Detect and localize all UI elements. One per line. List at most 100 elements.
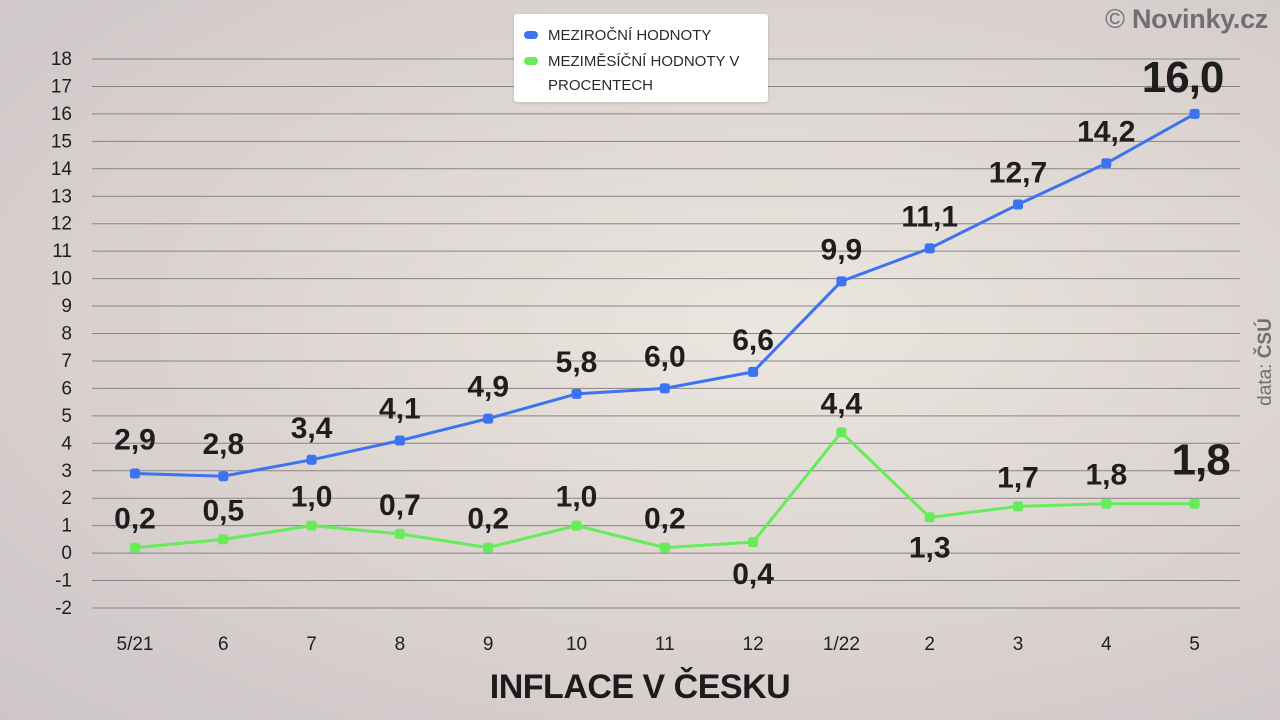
data-point <box>1189 498 1200 509</box>
data-point <box>748 537 759 548</box>
legend-item-mom: MEZIMĚSÍČNÍ HODNOTY V PROCENTECH <box>524 50 758 98</box>
y-tick-label: 8 <box>61 324 72 345</box>
data-point <box>571 520 582 531</box>
data-label: 0,2 <box>644 503 686 536</box>
data-label: 0,2 <box>114 503 156 536</box>
data-label: 6,6 <box>732 324 774 357</box>
y-tick-label: 7 <box>61 351 72 372</box>
data-point <box>571 388 582 399</box>
y-tick-label: 14 <box>51 159 73 180</box>
data-point <box>306 454 317 465</box>
legend-label-mom: MEZIMĚSÍČNÍ HODNOTY V PROCENTECH <box>548 53 740 94</box>
y-tick-label: 6 <box>61 378 72 399</box>
data-point <box>1189 108 1200 119</box>
x-tick-label: 7 <box>306 634 317 655</box>
copyright-symbol: © <box>1105 4 1125 34</box>
x-tick-label: 12 <box>743 634 764 655</box>
data-point <box>1101 498 1112 509</box>
y-tick-label: 13 <box>51 186 72 207</box>
data-label: 0,2 <box>467 503 509 536</box>
data-point <box>836 276 847 287</box>
source-prefix: data: <box>1255 363 1276 406</box>
y-tick-label: 1 <box>61 516 72 537</box>
x-tick-label: 9 <box>483 634 494 655</box>
copyright-brand: Novinky.cz <box>1131 4 1268 34</box>
data-point <box>836 427 847 438</box>
data-point <box>659 383 670 394</box>
data-point <box>748 366 759 377</box>
legend-label-yoy: MEZIROČNÍ HODNOTY <box>548 27 712 44</box>
x-axis-ticks: 5/21 6 7 8 9 10 11 12 1/22 2 3 4 5 <box>117 634 1200 655</box>
data-label: 0,7 <box>379 489 421 522</box>
source-name: ČSÚ <box>1255 318 1276 359</box>
data-labels: 2,9 2,8 3,44,14,95,8 6,0 6,69,911,112,714,21… <box>114 53 1231 591</box>
legend-item-yoy: MEZIROČNÍ HODNOTY <box>524 24 758 48</box>
chart-title: INFLACE V ČESKU <box>489 668 791 706</box>
data-label: 2,9 <box>114 423 156 456</box>
data-label: 3,4 <box>291 412 333 445</box>
data-label: 1,0 <box>556 481 598 514</box>
x-tick-label: 2 <box>924 634 935 655</box>
x-tick-label: 5 <box>1189 634 1200 655</box>
x-tick-label: 3 <box>1013 634 1024 655</box>
y-tick-label: 16 <box>51 104 72 125</box>
y-tick-label: -2 <box>55 598 72 619</box>
x-tick-label: 4 <box>1101 634 1112 655</box>
data-point <box>306 520 317 531</box>
x-tick-label: 5/21 <box>117 634 154 655</box>
data-label: 11,1 <box>901 200 958 233</box>
data-point <box>659 542 670 553</box>
legend-swatch-mom <box>524 57 538 65</box>
data-point <box>483 413 494 424</box>
data-label: 9,9 <box>821 233 863 266</box>
data-label: 0,5 <box>202 494 244 527</box>
data-label: 14,2 <box>1077 115 1135 148</box>
series-points <box>130 108 1200 553</box>
data-label: 4,4 <box>821 387 863 420</box>
data-label: 1,8 <box>1172 436 1231 485</box>
data-point <box>218 534 229 545</box>
data-label: 1,8 <box>1085 459 1127 492</box>
data-label: 4,1 <box>379 393 421 426</box>
y-tick-label: 4 <box>61 433 72 454</box>
data-source: data: ČSÚ <box>1255 318 1277 406</box>
data-label: 1,3 <box>909 531 951 564</box>
data-point <box>1101 158 1112 169</box>
data-point <box>483 542 494 553</box>
x-tick-label: 10 <box>566 634 587 655</box>
data-label: 6,0 <box>644 340 686 373</box>
x-tick-label: 11 <box>655 634 675 655</box>
data-point <box>130 468 140 479</box>
y-tick-label: 0 <box>61 543 72 564</box>
data-point <box>924 512 935 523</box>
y-tick-label: 5 <box>61 406 72 427</box>
data-point <box>218 471 229 482</box>
data-point <box>1013 501 1023 512</box>
data-point <box>130 542 140 553</box>
data-point <box>394 528 405 539</box>
legend: MEZIROČNÍ HODNOTY MEZIMĚSÍČNÍ HODNOTY V … <box>514 14 768 102</box>
y-tick-label: 10 <box>51 269 72 290</box>
data-label: 5,8 <box>556 346 598 379</box>
copyright-notice: © Novinky.cz <box>1105 4 1268 35</box>
y-tick-label: 3 <box>61 461 72 482</box>
data-label: 1,0 <box>291 481 333 514</box>
x-tick-label: 8 <box>395 634 406 655</box>
y-tick-label: 9 <box>61 296 72 317</box>
data-label: 12,7 <box>989 156 1047 189</box>
x-tick-label: 1/22 <box>823 634 860 655</box>
y-tick-label: -1 <box>55 571 72 592</box>
data-label: 16,0 <box>1142 53 1224 102</box>
y-tick-label: 15 <box>51 131 72 152</box>
data-point <box>1013 199 1023 210</box>
y-tick-label: 11 <box>52 241 72 262</box>
y-tick-label: 12 <box>51 214 72 235</box>
data-label: 2,8 <box>202 428 244 461</box>
data-point <box>394 435 405 446</box>
data-label: 0,4 <box>732 558 774 591</box>
legend-swatch-yoy <box>524 31 538 39</box>
data-label: 1,7 <box>997 461 1039 494</box>
data-point <box>924 243 935 254</box>
